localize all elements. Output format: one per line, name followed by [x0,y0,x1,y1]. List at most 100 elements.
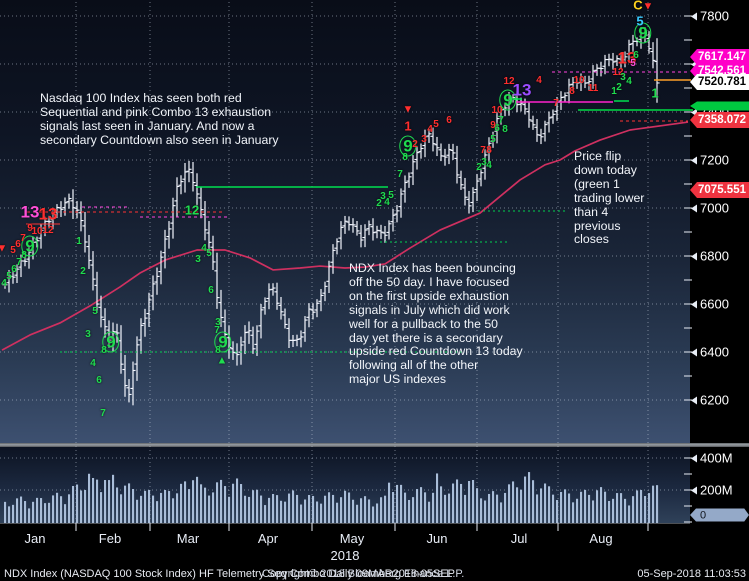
demark-count-label: 2 [616,82,622,93]
demark-count-label: 3 [620,72,626,83]
axis-tick-arrow-icon [691,252,697,260]
demark-count-label: 6 [446,115,452,126]
demark-count-label: 4 [201,243,207,254]
demark-count-label: 6 [11,264,17,275]
demark-count-label: 4 [626,76,632,87]
axis-tick-arrow-icon [691,204,697,212]
footer-instrument-label: NDX Index (NASDAQ 100 Stock Index) HF Te… [4,568,455,580]
axis-tick-arrow-icon [691,108,697,116]
demark-count-label: 4 [1,278,7,289]
footer-bar: NDX Index (NASDAQ 100 Stock Index) HF Te… [0,565,749,581]
demark-count-label: 8 [569,86,575,97]
y-axis-price-label: 6400 [691,345,729,360]
x-axis-month-label: Apr [257,531,279,546]
demark-count-label: 7 [100,408,106,419]
axis-tick-arrow-icon [691,348,697,356]
demark-count-label: 12 [503,76,515,87]
demark-count-label: 4 [536,75,542,86]
demark-count-label: 3 [215,317,221,328]
x-axis-month-label: Mar [176,531,200,546]
demark-count-label: 5 [490,134,496,145]
sell-arrow-icon: ▼ [402,103,414,116]
axis-tick-arrow-icon [691,454,697,462]
demark-count-label: 3 [421,134,427,145]
demark-count-label: 6 [96,375,102,386]
demark-count-label: 1 [651,85,659,101]
demark-count-label: 2 [412,139,418,150]
demark-count-label: 2 [476,162,482,173]
demark-count-label: 7 [214,325,220,336]
x-axis-month-label: Feb [98,531,122,546]
demark-count-label: 9 [634,22,652,44]
axis-tick-arrow-icon [691,156,697,164]
demark-count-label: 8 [215,345,221,356]
demark-count-label: 8 [21,250,27,261]
demark-count-label: 6 [15,239,21,250]
demark-count-label: 10 [573,75,585,86]
demark-count-label: C [633,0,643,13]
demark-count-label: 5 [636,13,644,29]
demark-count-label: 4 [90,358,96,369]
demark-count-label: 10 [491,105,503,116]
demark-count-label: 7 [480,145,486,156]
demark-count-label: 5 [433,119,439,130]
volume-bars [4,472,659,523]
y-axis-price-label: 7200 [691,153,729,168]
demark-count-label: 6 [633,50,639,61]
volume-zero-badge: 0 [690,508,749,522]
demark-count-label: 5 [10,245,16,256]
demark-count-label: 3 [380,191,386,202]
demark-count-label: 3 [195,254,201,265]
demark-count-label: 13 [617,48,637,68]
x-axis-year-label: 2018 [330,548,360,563]
study-level-lines [26,71,693,353]
demark-count-label: 5 [388,190,394,201]
demark-count-label: 12 [184,202,200,218]
footer-timestamp: 05-Sep-2018 11:03:53 [637,568,746,580]
demark-count-label: 3 [481,157,487,168]
demark-count-label: 7 [553,98,559,109]
y-axis-volume-label: 200M [691,483,733,498]
x-axis-month-label: Jun [426,531,448,546]
demark-count-label: 5 [206,248,212,259]
price-badge: 7075.551 [690,182,749,198]
demark-count-label: 13 [20,202,40,222]
x-axis-month-label: May [339,531,365,546]
demark-count-label: 5 [6,271,12,282]
demark-count-label: 11 [587,83,599,94]
demark-count-label: 1 [76,236,82,247]
axis-tick-marks [75,15,692,531]
demark-count-label: 6 [494,123,500,134]
demark-count-label: 9 [21,235,39,257]
annotation-middle: NDX Index has been bouncing off the 50 d… [349,261,523,387]
sell-arrow-icon: ▼ [642,0,654,13]
buy-arrow-icon: ▲ [216,354,228,367]
demark-count-label: 9 [102,331,120,353]
x-axis-month-label: Jan [24,531,46,546]
demark-count-label: 6 [208,285,214,296]
price-badge: 7617.147 [690,49,749,65]
demark-count-label: 5 [630,58,636,69]
y-axis-price-label: 7000 [691,201,729,216]
demark-count-label: 7 [16,257,22,268]
sell-arrow-icon: ▼ [0,242,8,255]
footer-copyright: Copyright© 2018 Bloomberg Finance L.P. [262,568,465,580]
demark-count-label: 9 [399,135,417,157]
price-badge: 7358.072 [690,112,749,128]
demark-count-label: 9 [214,331,232,353]
demark-count-label: 9 [499,89,517,111]
axis-tick-arrow-icon [691,396,697,404]
x-axis-month-label: Aug [589,531,613,546]
demark-count-label: 7 [20,233,26,244]
axis-tick-arrow-icon [691,486,697,494]
demark-count-label: 5 [92,306,98,317]
y-axis-volume-label: 400M [691,451,733,466]
volume-baseline [0,523,690,524]
y-axis-price-label: 6600 [691,297,729,312]
pane-divider[interactable] [0,443,749,447]
demark-count-label: 3 [85,329,91,340]
demark-count-label: 7 [498,115,504,126]
demark-count-label: 1 [404,118,412,134]
